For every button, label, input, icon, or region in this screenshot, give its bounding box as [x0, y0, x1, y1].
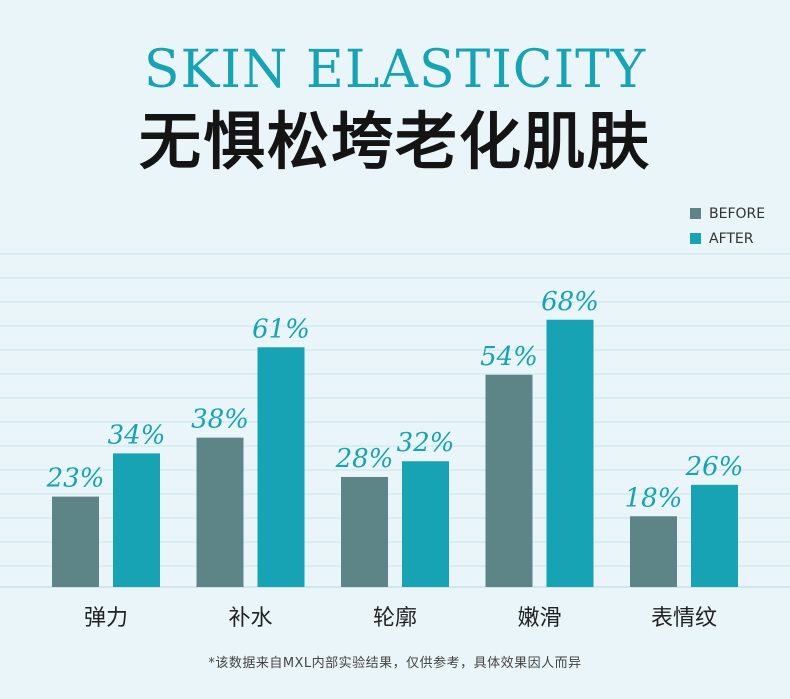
category-label-0: 弹力 — [84, 606, 128, 631]
bar-before-2 — [341, 476, 388, 587]
legend-item-after: AFTER — [690, 226, 765, 251]
chart-title-english: SKIN ELASTICITY — [143, 40, 647, 100]
data-label-after-4: 26% — [685, 452, 744, 482]
chart-legend: BEFORE AFTER — [690, 201, 765, 251]
legend-swatch-before — [690, 208, 701, 219]
data-label-before-4: 18% — [625, 483, 683, 513]
category-label-2: 轮廓 — [373, 606, 417, 631]
bar-before-4 — [630, 516, 677, 587]
bar-before-1 — [196, 437, 244, 587]
bar-after-0 — [113, 453, 160, 587]
category-label-1: 补水 — [228, 606, 272, 631]
bar-after-1 — [257, 347, 305, 587]
bar-before-3 — [485, 374, 533, 587]
data-label-after-0: 34% — [108, 420, 166, 450]
legend-label-before: BEFORE — [709, 205, 766, 222]
category-label-4: 表情纹 — [651, 606, 717, 631]
data-label-after-3: 68% — [541, 287, 599, 317]
data-label-before-3: 54% — [480, 342, 538, 372]
data-label-before-1: 38% — [191, 405, 249, 435]
chart-title-chinese: 无惧松垮老化肌肤 — [138, 105, 651, 178]
data-label-after-1: 61% — [252, 314, 310, 344]
data-label-after-2: 32% — [397, 428, 455, 458]
bar-after-4 — [691, 484, 738, 587]
legend-item-before: BEFORE — [690, 201, 765, 226]
category-label-3: 嫩滑 — [517, 606, 561, 631]
bar-before-0 — [52, 496, 99, 587]
footnote: *该数据来自MXL内部实验结果，仅供参考，具体效果因人而异 — [208, 656, 582, 671]
legend-label-after: AFTER — [709, 230, 754, 247]
bar-after-2 — [402, 461, 449, 587]
legend-swatch-after — [690, 233, 701, 244]
bar-after-3 — [546, 319, 594, 587]
data-label-before-2: 28% — [335, 444, 394, 474]
data-label-before-0: 23% — [46, 464, 105, 494]
